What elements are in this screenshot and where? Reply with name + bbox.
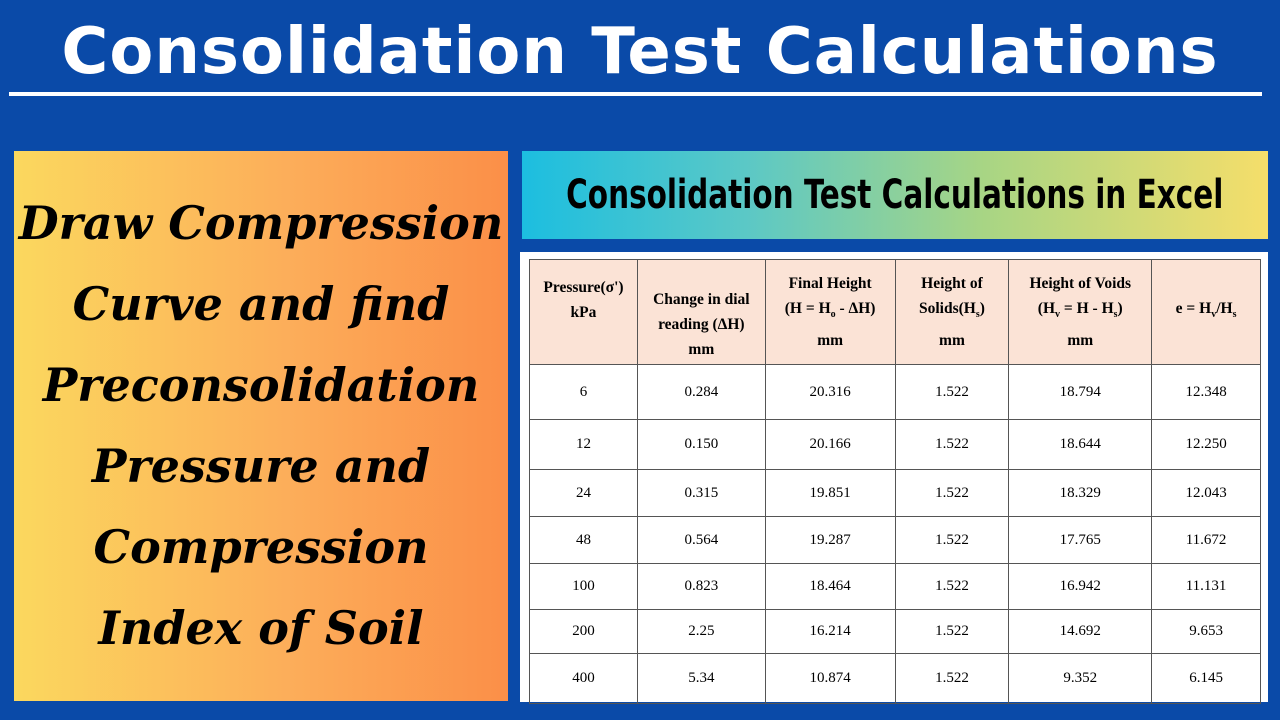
cell-dial-change: 0.150 xyxy=(636,419,766,470)
cell-dial-change: 2.25 xyxy=(636,609,766,654)
header-dial-change: Change in dial reading (ΔH) mm xyxy=(636,259,766,365)
cell-pressure: 12 xyxy=(529,419,638,470)
cell-final-height: 18.464 xyxy=(764,563,896,610)
cell-pressure: 6 xyxy=(529,364,638,420)
results-table-card: Pressure(σ') kPa Change in dial reading … xyxy=(520,252,1268,704)
left-panel-line: Curve and find xyxy=(72,277,450,331)
main-title: Consolidation Test Calculations xyxy=(61,15,1219,89)
cell-dial-change: 0.315 xyxy=(636,469,766,517)
cell-final-height: 20.166 xyxy=(764,419,896,470)
cell-height-solids: 1.522 xyxy=(894,516,1010,564)
table-row: 400 5.34 10.874 1.522 9.352 6.145 xyxy=(529,653,1261,704)
left-panel-line: Pressure and xyxy=(91,439,431,493)
cell-final-height: 10.874 xyxy=(764,653,896,704)
header-final-height: Final Height (H = Ho - ΔH) mm xyxy=(764,259,896,365)
cell-height-voids: 17.765 xyxy=(1008,516,1153,564)
left-panel-line: Draw Compression xyxy=(18,196,504,250)
table-row: 12 0.150 20.166 1.522 18.644 12.250 xyxy=(529,419,1261,470)
table-header-row: Pressure(σ') kPa Change in dial reading … xyxy=(529,259,1261,365)
header-pressure: Pressure(σ') kPa xyxy=(529,259,638,365)
table-row: 100 0.823 18.464 1.522 16.942 11.131 xyxy=(529,563,1261,610)
cell-dial-change: 0.284 xyxy=(636,364,766,420)
cell-void-ratio: 12.043 xyxy=(1151,469,1261,517)
cell-final-height: 16.214 xyxy=(764,609,896,654)
cell-void-ratio: 6.145 xyxy=(1151,653,1261,704)
header-height-voids: Height of Voids (Hv = H - Hs) mm xyxy=(1008,259,1153,365)
left-panel-line: Preconsolidation xyxy=(42,358,480,412)
cell-dial-change: 5.34 xyxy=(636,653,766,704)
table-row: 24 0.315 19.851 1.522 18.329 12.043 xyxy=(529,469,1261,517)
cell-void-ratio: 9.653 xyxy=(1151,609,1261,654)
cell-final-height: 19.287 xyxy=(764,516,896,564)
cell-height-voids: 9.352 xyxy=(1008,653,1153,704)
cell-height-voids: 18.644 xyxy=(1008,419,1153,470)
cell-height-solids: 1.522 xyxy=(894,364,1010,420)
left-text-panel: Draw Compression Curve and find Preconso… xyxy=(14,151,508,701)
cell-void-ratio: 12.250 xyxy=(1151,419,1261,470)
cell-final-height: 19.851 xyxy=(764,469,896,517)
left-panel-line: Index of Soil xyxy=(98,601,424,655)
table-row: 48 0.564 19.287 1.522 17.765 11.672 xyxy=(529,516,1261,564)
table-row: 200 2.25 16.214 1.522 14.692 9.653 xyxy=(529,609,1261,654)
cell-height-voids: 14.692 xyxy=(1008,609,1153,654)
cell-void-ratio: 12.348 xyxy=(1151,364,1261,420)
cell-height-solids: 1.522 xyxy=(894,469,1010,517)
cell-height-solids: 1.522 xyxy=(894,419,1010,470)
cell-pressure: 24 xyxy=(529,469,638,517)
header-height-solids: Height of Solids(Hs) mm xyxy=(894,259,1010,365)
cell-final-height: 20.316 xyxy=(764,364,896,420)
cell-void-ratio: 11.672 xyxy=(1151,516,1261,564)
cell-pressure: 100 xyxy=(529,563,638,610)
cell-height-solids: 1.522 xyxy=(894,609,1010,654)
header-void-ratio: e = Hv/Hs xyxy=(1151,259,1261,365)
title-underline xyxy=(9,92,1262,96)
left-panel-line: Compression xyxy=(93,520,429,574)
table-row: 6 0.284 20.316 1.522 18.794 12.348 xyxy=(529,364,1261,420)
cell-height-voids: 18.329 xyxy=(1008,469,1153,517)
cell-dial-change: 0.823 xyxy=(636,563,766,610)
cell-void-ratio: 11.131 xyxy=(1151,563,1261,610)
cell-height-solids: 1.522 xyxy=(894,563,1010,610)
cell-height-voids: 18.794 xyxy=(1008,364,1153,420)
excel-banner: Consolidation Test Calculations in Excel xyxy=(522,151,1268,239)
consolidation-table: Pressure(σ') kPa Change in dial reading … xyxy=(529,259,1261,704)
banner-title: Consolidation Test Calculations in Excel xyxy=(566,172,1224,218)
cell-height-solids: 1.522 xyxy=(894,653,1010,704)
cell-pressure: 48 xyxy=(529,516,638,564)
cell-dial-change: 0.564 xyxy=(636,516,766,564)
cell-height-voids: 16.942 xyxy=(1008,563,1153,610)
cell-pressure: 200 xyxy=(529,609,638,654)
cell-pressure: 400 xyxy=(529,653,638,704)
